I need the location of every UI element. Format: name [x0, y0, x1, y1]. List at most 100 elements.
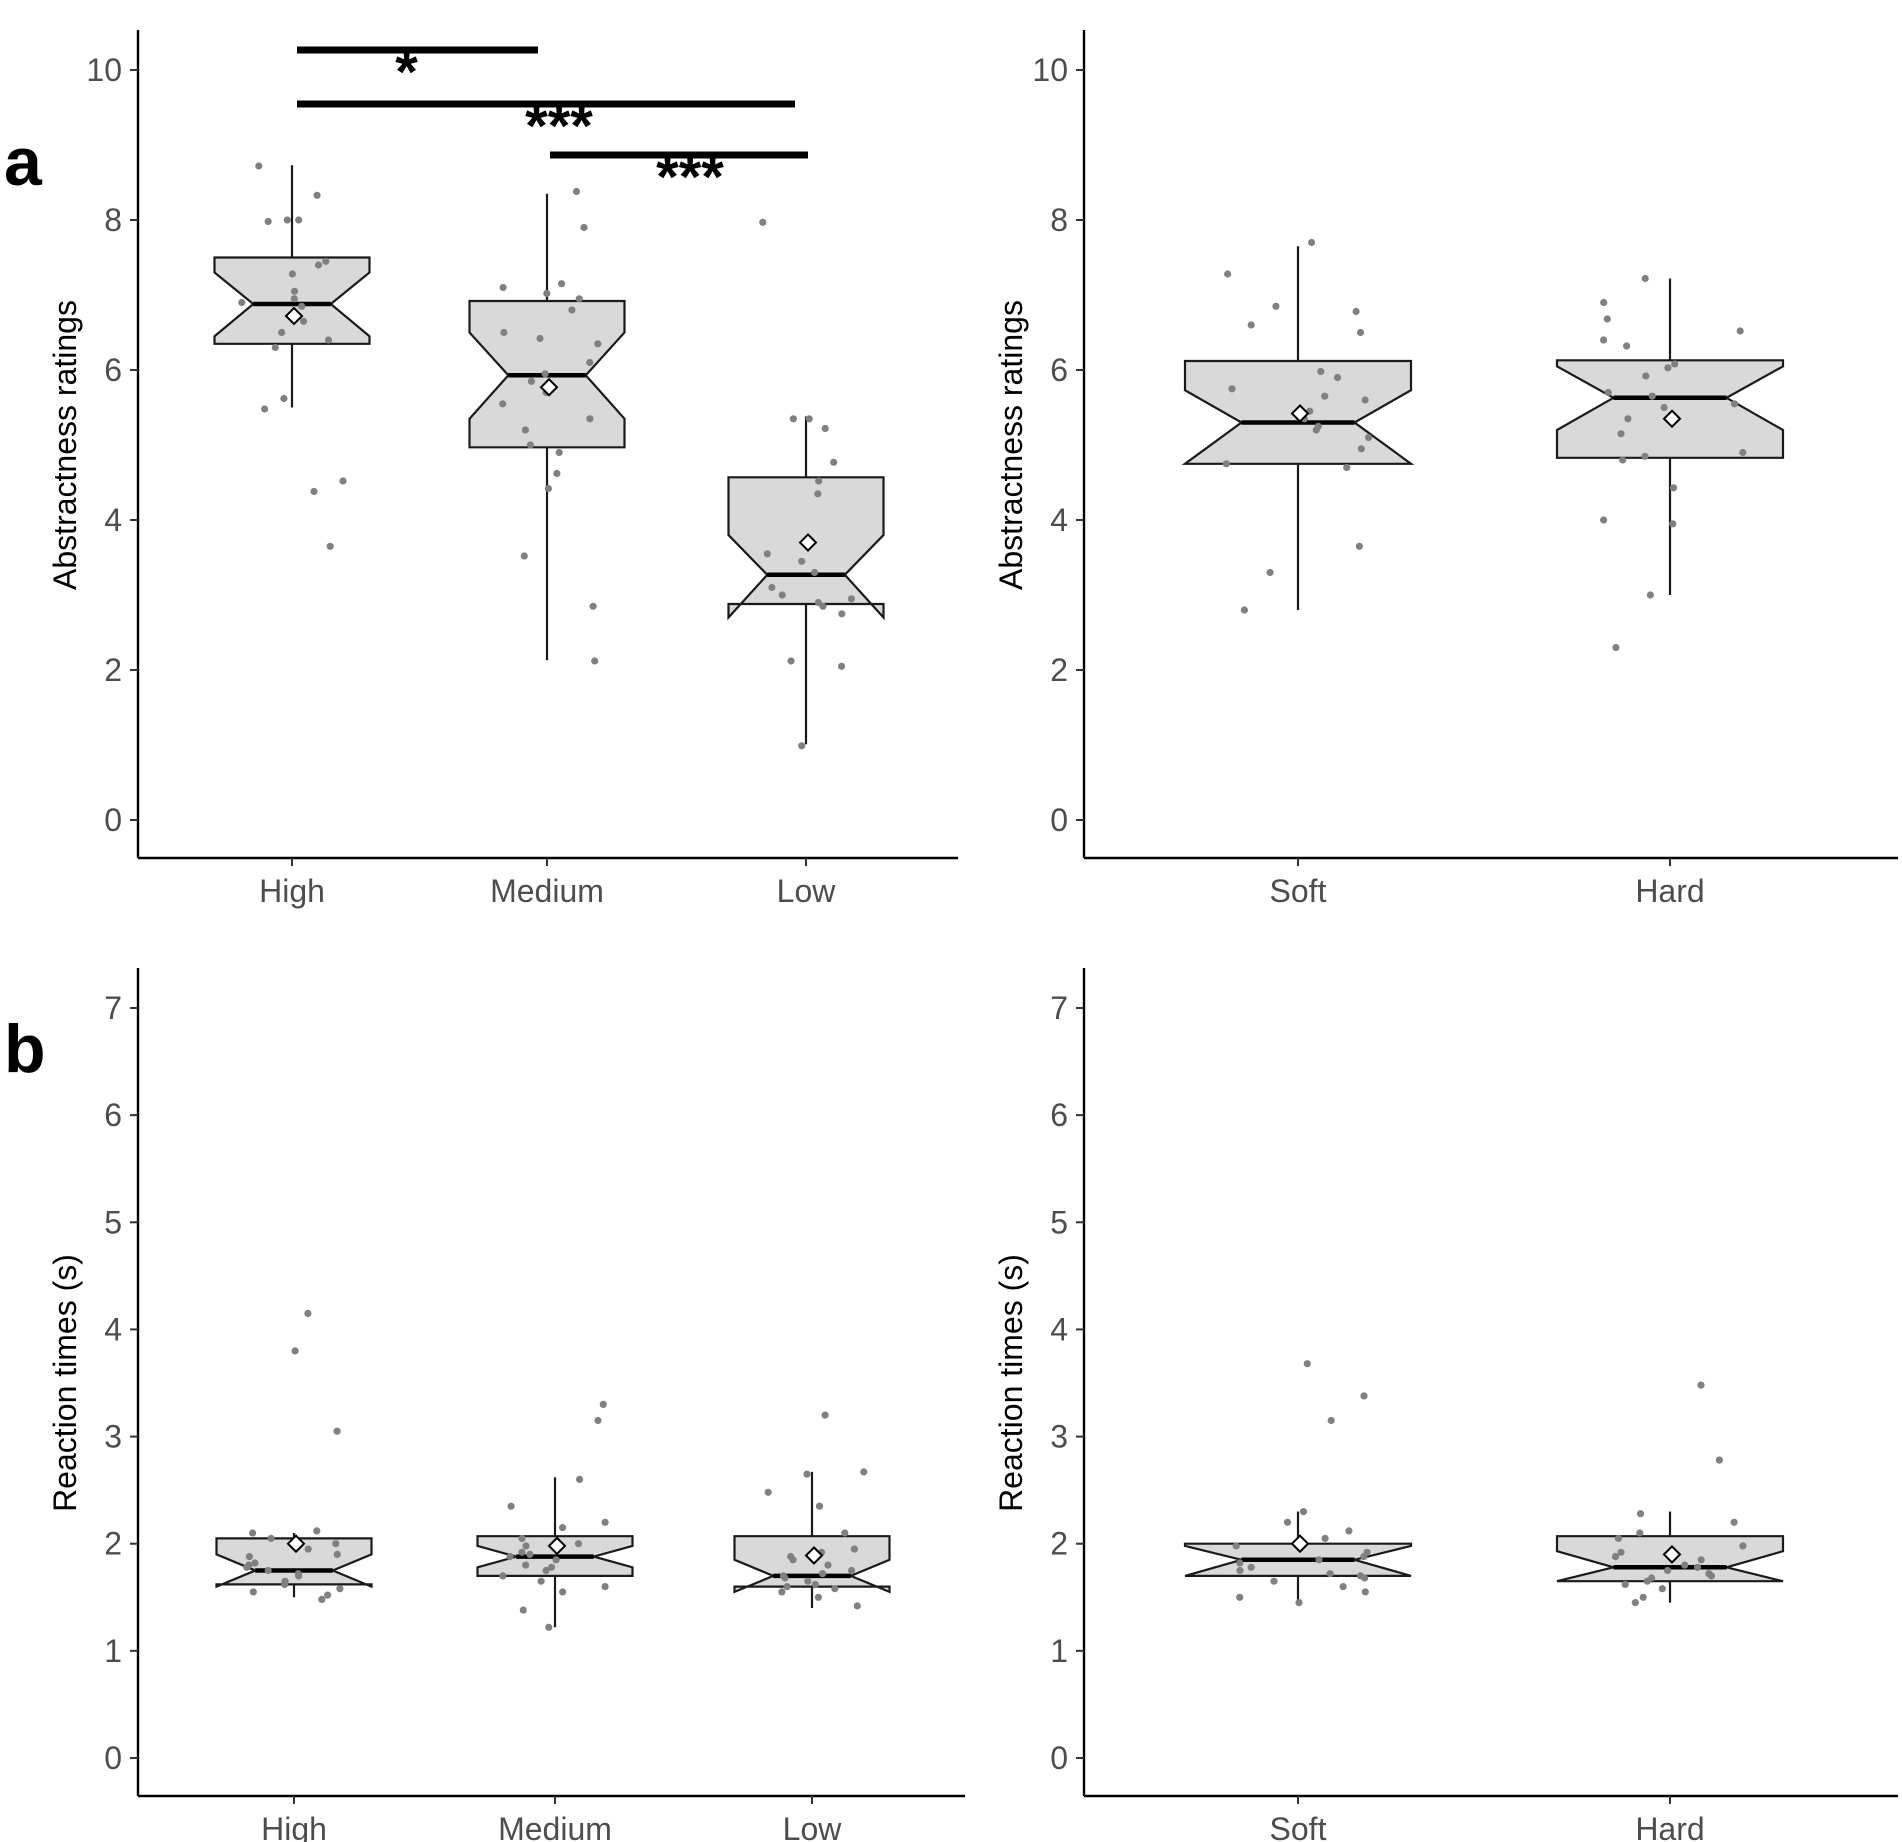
data-point	[1333, 373, 1342, 382]
data-point	[518, 1548, 526, 1556]
data-point	[332, 1540, 340, 1548]
data-point	[249, 1529, 257, 1537]
data-point	[821, 424, 829, 433]
data-point	[552, 1556, 560, 1564]
data-point	[506, 1553, 514, 1561]
data-point	[1642, 372, 1650, 380]
y-tick-label: 4	[1050, 1311, 1068, 1347]
data-point	[847, 1566, 856, 1575]
data-point	[1361, 1588, 1369, 1596]
y-tick-label: 2	[1050, 1526, 1068, 1562]
data-point	[763, 550, 771, 558]
data-point	[850, 1545, 859, 1553]
y-tick-label: 0	[104, 1740, 122, 1776]
data-point	[1339, 1583, 1347, 1591]
data-point	[288, 270, 296, 278]
data-point	[1364, 433, 1373, 442]
mean-marker	[1290, 1534, 1310, 1554]
data-point	[271, 343, 279, 352]
data-point	[1664, 1566, 1672, 1575]
data-point	[542, 1566, 550, 1575]
data-point	[1660, 403, 1668, 412]
data-point	[527, 377, 536, 385]
data-point	[1730, 1518, 1738, 1526]
data-point	[251, 1559, 259, 1567]
data-point	[545, 1623, 553, 1631]
data-point	[575, 295, 583, 303]
data-point	[558, 280, 566, 288]
data-point	[601, 1518, 609, 1526]
data-point	[1671, 360, 1679, 368]
data-point	[1360, 1553, 1368, 1561]
data-point	[1648, 392, 1656, 400]
data-point	[300, 317, 308, 325]
data-point	[1299, 1508, 1308, 1516]
data-point	[339, 477, 347, 485]
data-point	[1641, 452, 1649, 460]
data-point	[803, 1470, 811, 1478]
data-point	[781, 1574, 789, 1582]
box-hard	[1555, 274, 1785, 652]
data-point	[1266, 568, 1274, 577]
plot-3: 0 1 2 3 4 5 6 7 Reaction times (s) High Medium Low	[47, 968, 965, 1842]
data-point	[543, 289, 551, 298]
y-axis-title: Abstractness ratings	[993, 300, 1029, 590]
data-point	[1236, 1593, 1244, 1601]
data-point	[1641, 274, 1649, 283]
box-hard	[1555, 1381, 1785, 1607]
data-point	[522, 1561, 530, 1569]
data-point	[255, 162, 263, 170]
data-point	[821, 1411, 829, 1419]
data-point	[243, 1563, 251, 1571]
data-point	[1270, 1577, 1278, 1585]
data-point	[290, 295, 298, 303]
y-tick-label: 2	[104, 1526, 122, 1562]
data-point	[264, 1566, 272, 1575]
data-point	[576, 1475, 584, 1483]
data-point	[304, 1545, 312, 1553]
data-point	[1327, 1416, 1335, 1425]
data-point	[815, 1502, 824, 1510]
panel-label-b: b	[4, 1011, 46, 1087]
data-point	[568, 306, 576, 314]
y-tick-label: 0	[104, 802, 122, 838]
data-point	[499, 283, 507, 292]
box-medium	[476, 1400, 634, 1631]
data-point	[526, 1550, 534, 1558]
y-tick-label: 1	[1050, 1633, 1068, 1669]
data-point	[601, 1583, 609, 1591]
data-point	[1228, 385, 1236, 393]
data-point	[764, 1488, 772, 1496]
data-point	[1356, 328, 1365, 337]
plot-2: 0 2 4 6 8 10 Abstractness ratings Soft Hard	[993, 30, 1898, 909]
data-point	[586, 358, 594, 367]
data-point	[1614, 1534, 1623, 1542]
data-point	[313, 1527, 321, 1535]
box-body	[1555, 359, 1785, 459]
data-point	[1707, 1572, 1715, 1580]
data-point	[853, 1602, 861, 1610]
mean-marker	[286, 1534, 306, 1554]
data-point	[1240, 606, 1248, 614]
x-tick-label: Medium	[498, 1811, 612, 1842]
data-point	[555, 448, 563, 457]
mean-marker	[547, 1536, 567, 1556]
data-point	[1355, 542, 1363, 550]
data-point	[313, 191, 321, 199]
data-point	[1357, 445, 1365, 453]
data-point	[1224, 270, 1232, 278]
data-point	[1272, 302, 1280, 310]
x-tick-label: High	[259, 873, 325, 909]
data-point	[310, 487, 318, 496]
data-point	[238, 298, 246, 307]
x-tick-label: Low	[783, 1811, 843, 1842]
y-axis-title: Reaction times (s)	[993, 1254, 1029, 1512]
y-tick-label: 1	[104, 1633, 122, 1669]
data-point	[1312, 426, 1320, 434]
y-tick-label: 0	[1050, 802, 1068, 838]
y-tick-label: 3	[104, 1419, 122, 1455]
data-point	[1604, 388, 1612, 397]
data-point	[841, 1529, 849, 1537]
data-point	[830, 458, 838, 466]
y-tick-label: 4	[1050, 502, 1068, 538]
